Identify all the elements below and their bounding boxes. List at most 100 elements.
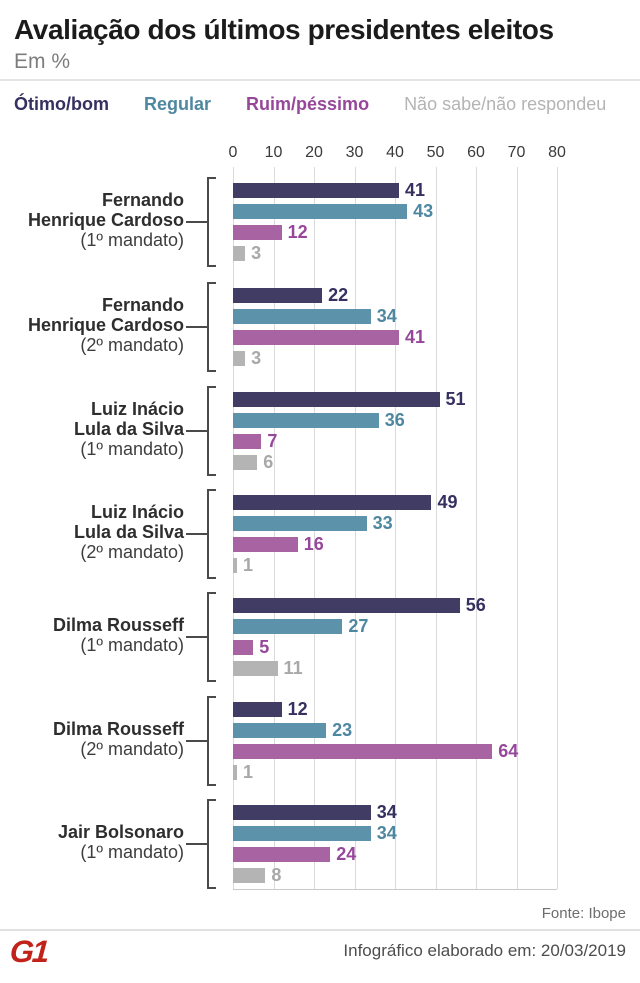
group-bracket	[207, 282, 209, 372]
group-bracket-arm	[207, 887, 216, 889]
group-label-mandate: (2º mandato)	[80, 739, 184, 759]
group-label-mandate: (2º mandato)	[80, 542, 184, 562]
group-label: Luiz Inácio Lula da Silva (1º mandato)	[0, 399, 184, 459]
gridline	[435, 167, 437, 889]
group-bracket	[207, 592, 209, 682]
bar-value-label: 34	[376, 823, 397, 843]
group-bracket	[207, 386, 209, 476]
bar-regular	[233, 309, 371, 324]
group-label-mandate: (1º mandato)	[80, 635, 184, 655]
chart-title: Avaliação dos últimos presidentes eleito…	[14, 14, 554, 45]
bar-value-label: 12	[287, 222, 308, 242]
bar-ruim-pessimo	[233, 330, 400, 345]
bar-regular	[233, 723, 327, 738]
group-bracket-arm	[207, 386, 216, 388]
group-label-mandate: (2º mandato)	[80, 335, 184, 355]
bar-value-label: 7	[267, 431, 278, 451]
group-bracket	[207, 177, 209, 267]
bar-otimo-bom	[233, 495, 432, 510]
gridline	[557, 167, 558, 889]
group-connector	[186, 740, 207, 742]
group-connector	[186, 326, 207, 328]
g1-logo: G1	[8, 934, 49, 969]
bar-value-label: 56	[465, 595, 486, 615]
group-bracket-arm	[207, 799, 216, 801]
bar-regular	[233, 204, 408, 219]
axis-tick-label: 80	[548, 144, 566, 161]
axis-tick-label: 30	[345, 144, 364, 161]
group-bracket-arm	[207, 370, 216, 372]
group-bracket-arm	[207, 474, 216, 476]
group-bracket-arm	[207, 177, 216, 179]
bar-ruim-pessimo	[233, 744, 493, 759]
bar-value-label: 22	[328, 285, 349, 305]
axis-tick-label: 60	[467, 144, 485, 161]
bar-nao-sabe	[233, 455, 258, 470]
bar-value-label: 8	[271, 865, 282, 885]
axis-tick-label: 0	[228, 144, 238, 161]
group-bracket	[207, 696, 209, 786]
bar-value-label: 24	[336, 844, 357, 864]
bar-value-label: 64	[498, 741, 519, 761]
group-label-mandate: (1º mandato)	[80, 439, 184, 459]
source-note: Fonte: Ibope	[541, 905, 626, 922]
bar-value-label: 23	[332, 720, 353, 740]
group-bracket-arm	[207, 680, 216, 682]
group-label: Fernando Henrique Cardoso (2º mandato)	[0, 295, 184, 355]
bar-ruim-pessimo	[233, 434, 262, 449]
bar-regular	[233, 516, 367, 531]
bar-value-label: 6	[263, 452, 274, 472]
bar-otimo-bom	[233, 183, 400, 198]
bar-otimo-bom	[233, 702, 282, 717]
bar-value-label: 3	[251, 348, 262, 368]
axis-tick-label: 40	[386, 144, 404, 161]
bar-regular	[233, 413, 379, 428]
bar-regular	[233, 826, 371, 841]
group-label-name: Dilma Rousseff	[52, 615, 184, 635]
bar-value-label: 27	[348, 616, 369, 636]
group-label-name: Dilma Rousseff	[52, 719, 184, 739]
legend: Ótimo/bom Regular Ruim/péssimo Não sabe/…	[14, 94, 634, 115]
group-connector	[186, 430, 207, 432]
axis-tick-label: 70	[507, 144, 526, 161]
chart-subtitle: Em %	[14, 50, 71, 73]
bar-value-label: 41	[405, 180, 426, 200]
bar-nao-sabe	[233, 661, 278, 676]
group-bracket-arm	[207, 784, 216, 786]
bar-ruim-pessimo	[233, 847, 331, 862]
bar-otimo-bom	[233, 598, 460, 613]
x-axis-line	[233, 889, 557, 890]
group-bracket-arm	[207, 265, 216, 267]
gridline	[395, 167, 396, 889]
bar-nao-sabe	[233, 558, 238, 573]
bar-nao-sabe	[233, 246, 246, 261]
bar-value-label: 5	[259, 637, 270, 657]
bar-value-label: 1	[243, 762, 254, 782]
group-bracket-arm	[207, 592, 216, 594]
elaborated-note: Infográfico elaborado em: 20/03/2019	[343, 941, 626, 960]
legend-item-ruim-pessimo: Ruim/péssimo	[246, 94, 370, 114]
bar-nao-sabe	[233, 765, 238, 780]
bar-value-label: 49	[437, 492, 458, 512]
group-label-mandate: (1º mandato)	[80, 230, 184, 250]
bar-chart: 0 10 20 30 40 50 60 70 80 41 43 12 3 Fernando Henrique…	[0, 144, 566, 890]
group-label-name: Lula da Silva	[73, 419, 184, 439]
bar-value-label: 33	[372, 513, 393, 533]
axis-tick-label: 50	[426, 144, 445, 161]
bar-nao-sabe	[233, 868, 266, 883]
bar-value-label: 12	[287, 699, 308, 719]
gridline	[516, 167, 518, 889]
group-label-name: Henrique Cardoso	[27, 210, 184, 230]
bar-ruim-pessimo	[233, 640, 254, 655]
bar-otimo-bom	[233, 288, 323, 303]
bar-value-label: 3	[251, 243, 262, 263]
footer-divider	[0, 929, 640, 931]
group-connector	[186, 636, 207, 638]
group-bracket-arm	[207, 696, 216, 698]
group-connector	[186, 221, 207, 223]
group-connector	[186, 843, 207, 845]
group-label-mandate: (1º mandato)	[80, 842, 184, 862]
legend-item-nao-sabe: Não sabe/não respondeu	[404, 94, 607, 114]
group-bracket-arm	[207, 282, 216, 284]
bar-otimo-bom	[233, 805, 371, 820]
